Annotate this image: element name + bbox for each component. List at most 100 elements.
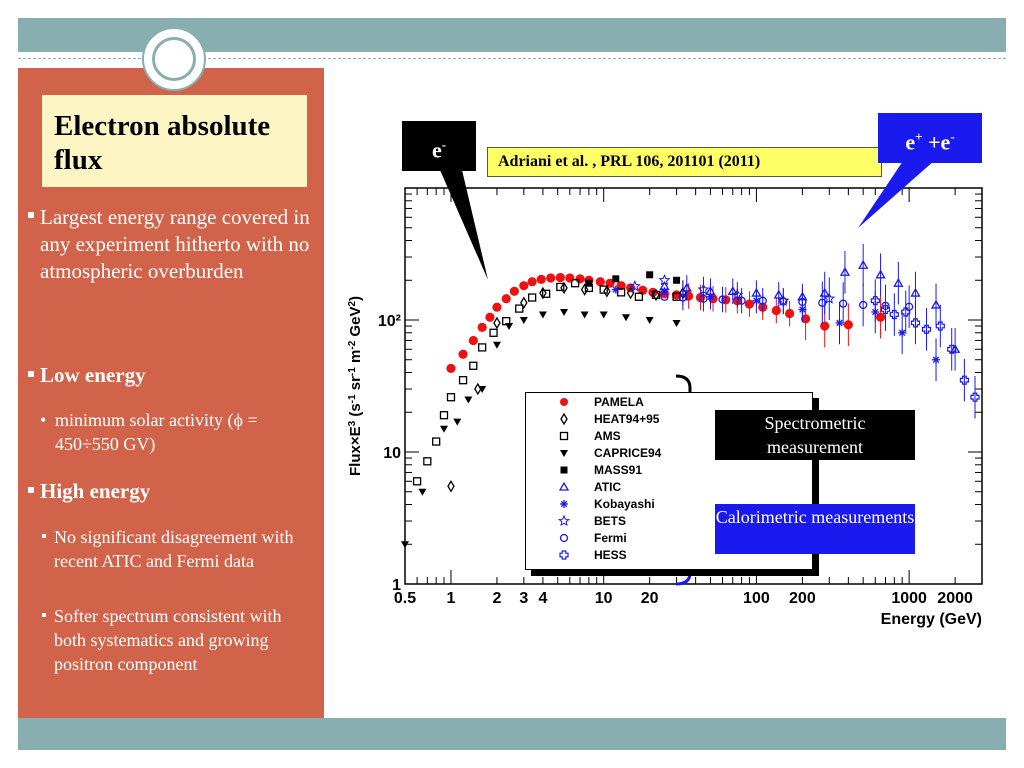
- legend-label-fermi: Fermi: [594, 531, 627, 545]
- data-point: [616, 288, 626, 297]
- reference-box: Adriani et al. , PRL 106, 201101 (2011): [487, 147, 882, 177]
- bullet-solar-text: minimum solar activity (ϕ = 450÷550 GV): [55, 410, 258, 454]
- series-hess: [870, 279, 980, 419]
- x-tick-label: 10: [595, 590, 613, 607]
- data-point: [501, 294, 511, 304]
- data-point: [771, 305, 781, 316]
- data-point: [519, 281, 529, 291]
- legend-marker-atic: [558, 481, 570, 491]
- epem-label-b-sup: -: [950, 129, 955, 144]
- legend-label-pamela: PAMELA: [594, 395, 644, 409]
- legend-label-ams: AMS: [594, 429, 621, 443]
- data-point: [423, 457, 432, 466]
- data-point: [412, 477, 422, 486]
- legend-marker-mass91: [560, 466, 568, 474]
- slide-title: Electron absolute flux: [54, 110, 271, 176]
- x-tick-label: 200: [789, 590, 816, 607]
- data-point: [509, 286, 519, 296]
- legend-marker-caprice94: [560, 450, 568, 457]
- data-point: [418, 488, 427, 496]
- x-tick-label: 2: [492, 590, 501, 607]
- data-point: [575, 274, 585, 284]
- legend-shadow: [813, 398, 819, 576]
- bullet-low-energy-text: Low energy: [40, 363, 146, 387]
- data-point: [505, 323, 514, 331]
- data-point: [539, 286, 547, 300]
- data-point: [646, 271, 654, 279]
- data-point: [921, 324, 932, 334]
- data-point: [839, 299, 848, 308]
- data-point: [556, 282, 565, 292]
- data-point: [959, 375, 970, 385]
- y-tick-label: 1: [392, 577, 401, 594]
- data-point: [599, 311, 608, 319]
- series-fermi: [660, 281, 914, 329]
- data-point: [731, 288, 744, 300]
- data-point: [603, 285, 611, 298]
- data-point: [599, 285, 608, 294]
- data-point: [585, 279, 593, 287]
- legend-label-bets: BETS: [594, 514, 627, 528]
- y-tick-label: 10²: [378, 313, 401, 330]
- data-point: [560, 308, 569, 316]
- series-caprice94: [401, 308, 681, 549]
- data-point: [935, 321, 945, 331]
- data-point: [870, 296, 880, 306]
- legend-label-hess: HESS: [594, 548, 627, 562]
- data-point: [779, 297, 788, 306]
- data-point: [477, 322, 487, 332]
- data-point: [678, 293, 688, 302]
- data-point: [645, 317, 654, 324]
- data-point: [493, 316, 501, 330]
- calorimetric-label: Calorimetric measurements: [715, 507, 915, 527]
- data-point: [626, 286, 635, 300]
- data-point: [519, 317, 528, 324]
- x-tick-label: 1000: [891, 590, 927, 607]
- data-point: [616, 281, 626, 291]
- data-point: [520, 296, 528, 310]
- electron-label: e: [431, 137, 442, 163]
- data-point: [446, 363, 456, 373]
- title-box: Electron absolute flux: [42, 95, 307, 187]
- data-point: [538, 311, 547, 319]
- data-point: [468, 335, 478, 346]
- data-point: [839, 266, 851, 276]
- electron-positron-callout: e+ +e-: [878, 113, 982, 163]
- data-point: [439, 411, 449, 420]
- data-point: [546, 273, 556, 283]
- data-point: [638, 285, 648, 295]
- legend-label-atic: ATIC: [594, 480, 622, 494]
- data-point: [622, 314, 631, 322]
- data-point: [699, 294, 708, 303]
- data-point: [910, 287, 921, 297]
- data-point: [432, 437, 441, 446]
- data-point: [798, 297, 807, 307]
- bullet-square-icon: [42, 613, 46, 617]
- data-point: [875, 312, 886, 322]
- epem-label-a-sup: +: [915, 129, 923, 144]
- y-tick-label: 10: [383, 445, 401, 462]
- legend-marker-pamela: [560, 398, 568, 406]
- x-tick-label: 100: [743, 590, 770, 607]
- data-point: [727, 285, 738, 295]
- plot-frame: [404, 187, 983, 585]
- data-point: [744, 299, 755, 309]
- data-point: [489, 328, 498, 337]
- data-point: [758, 296, 767, 305]
- epem-label-b: +e: [922, 129, 951, 155]
- data-point: [880, 304, 891, 315]
- bottom-band: [18, 718, 1006, 750]
- data-point: [478, 386, 487, 394]
- data-point: [801, 314, 811, 324]
- data-point: [843, 320, 853, 330]
- data-point: [672, 319, 681, 327]
- series-kobayashi: [611, 283, 941, 382]
- data-point: [485, 312, 495, 322]
- x-tick-label: 2000: [937, 590, 973, 607]
- data-point: [464, 396, 473, 404]
- spectrometric-label: Spectrometric measurement: [764, 413, 866, 457]
- data-point: [595, 277, 605, 287]
- data-point: [492, 302, 502, 312]
- data-point: [949, 343, 961, 353]
